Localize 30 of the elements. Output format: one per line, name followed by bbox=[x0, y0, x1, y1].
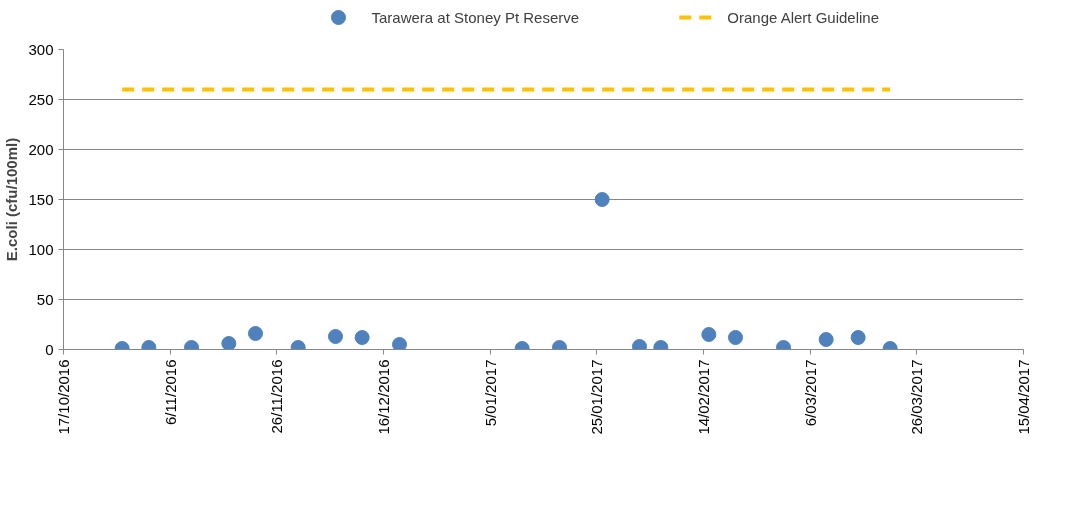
legend-label: Tarawera at Stoney Pt Reserve bbox=[371, 9, 580, 26]
point bbox=[354, 330, 370, 345]
y-tick-label: 0 bbox=[45, 340, 54, 358]
x-tick-label: 14/02/2017 bbox=[695, 359, 712, 435]
x-tick-label: 15/04/2017 bbox=[1015, 359, 1032, 435]
x-tick-label: 6/11/2016 bbox=[161, 359, 179, 426]
y-tick-label: 250 bbox=[28, 90, 54, 108]
y-tick-label: 50 bbox=[36, 290, 54, 308]
x-tick-label: 16/12/2016 bbox=[375, 359, 392, 435]
point bbox=[248, 326, 263, 341]
x-tick-label: 6/03/2017 bbox=[801, 359, 819, 427]
point bbox=[701, 327, 717, 342]
x-tick-label: 17/10/2016 bbox=[55, 359, 72, 435]
point bbox=[728, 330, 743, 345]
point bbox=[328, 329, 343, 344]
y-tick-label: 150 bbox=[28, 190, 54, 208]
y-axis-title: E.coli (cfu/100ml) bbox=[3, 137, 21, 262]
x-tick-label: 5/01/2017 bbox=[481, 359, 499, 427]
x-tick-label: 26/03/2017 bbox=[908, 359, 926, 435]
point bbox=[392, 337, 407, 350]
y-tick-label: 200 bbox=[28, 140, 54, 158]
legend-label: Orange Alert Guideline bbox=[727, 9, 880, 26]
x-tick-label: 25/01/2017 bbox=[588, 359, 606, 435]
point bbox=[850, 330, 866, 345]
point bbox=[594, 192, 610, 207]
point bbox=[221, 336, 237, 350]
point bbox=[818, 332, 834, 347]
x-tick-label: 26/11/2016 bbox=[268, 359, 286, 434]
y-tick-label: 300 bbox=[28, 40, 54, 58]
y-tick-label: 100 bbox=[28, 240, 54, 258]
